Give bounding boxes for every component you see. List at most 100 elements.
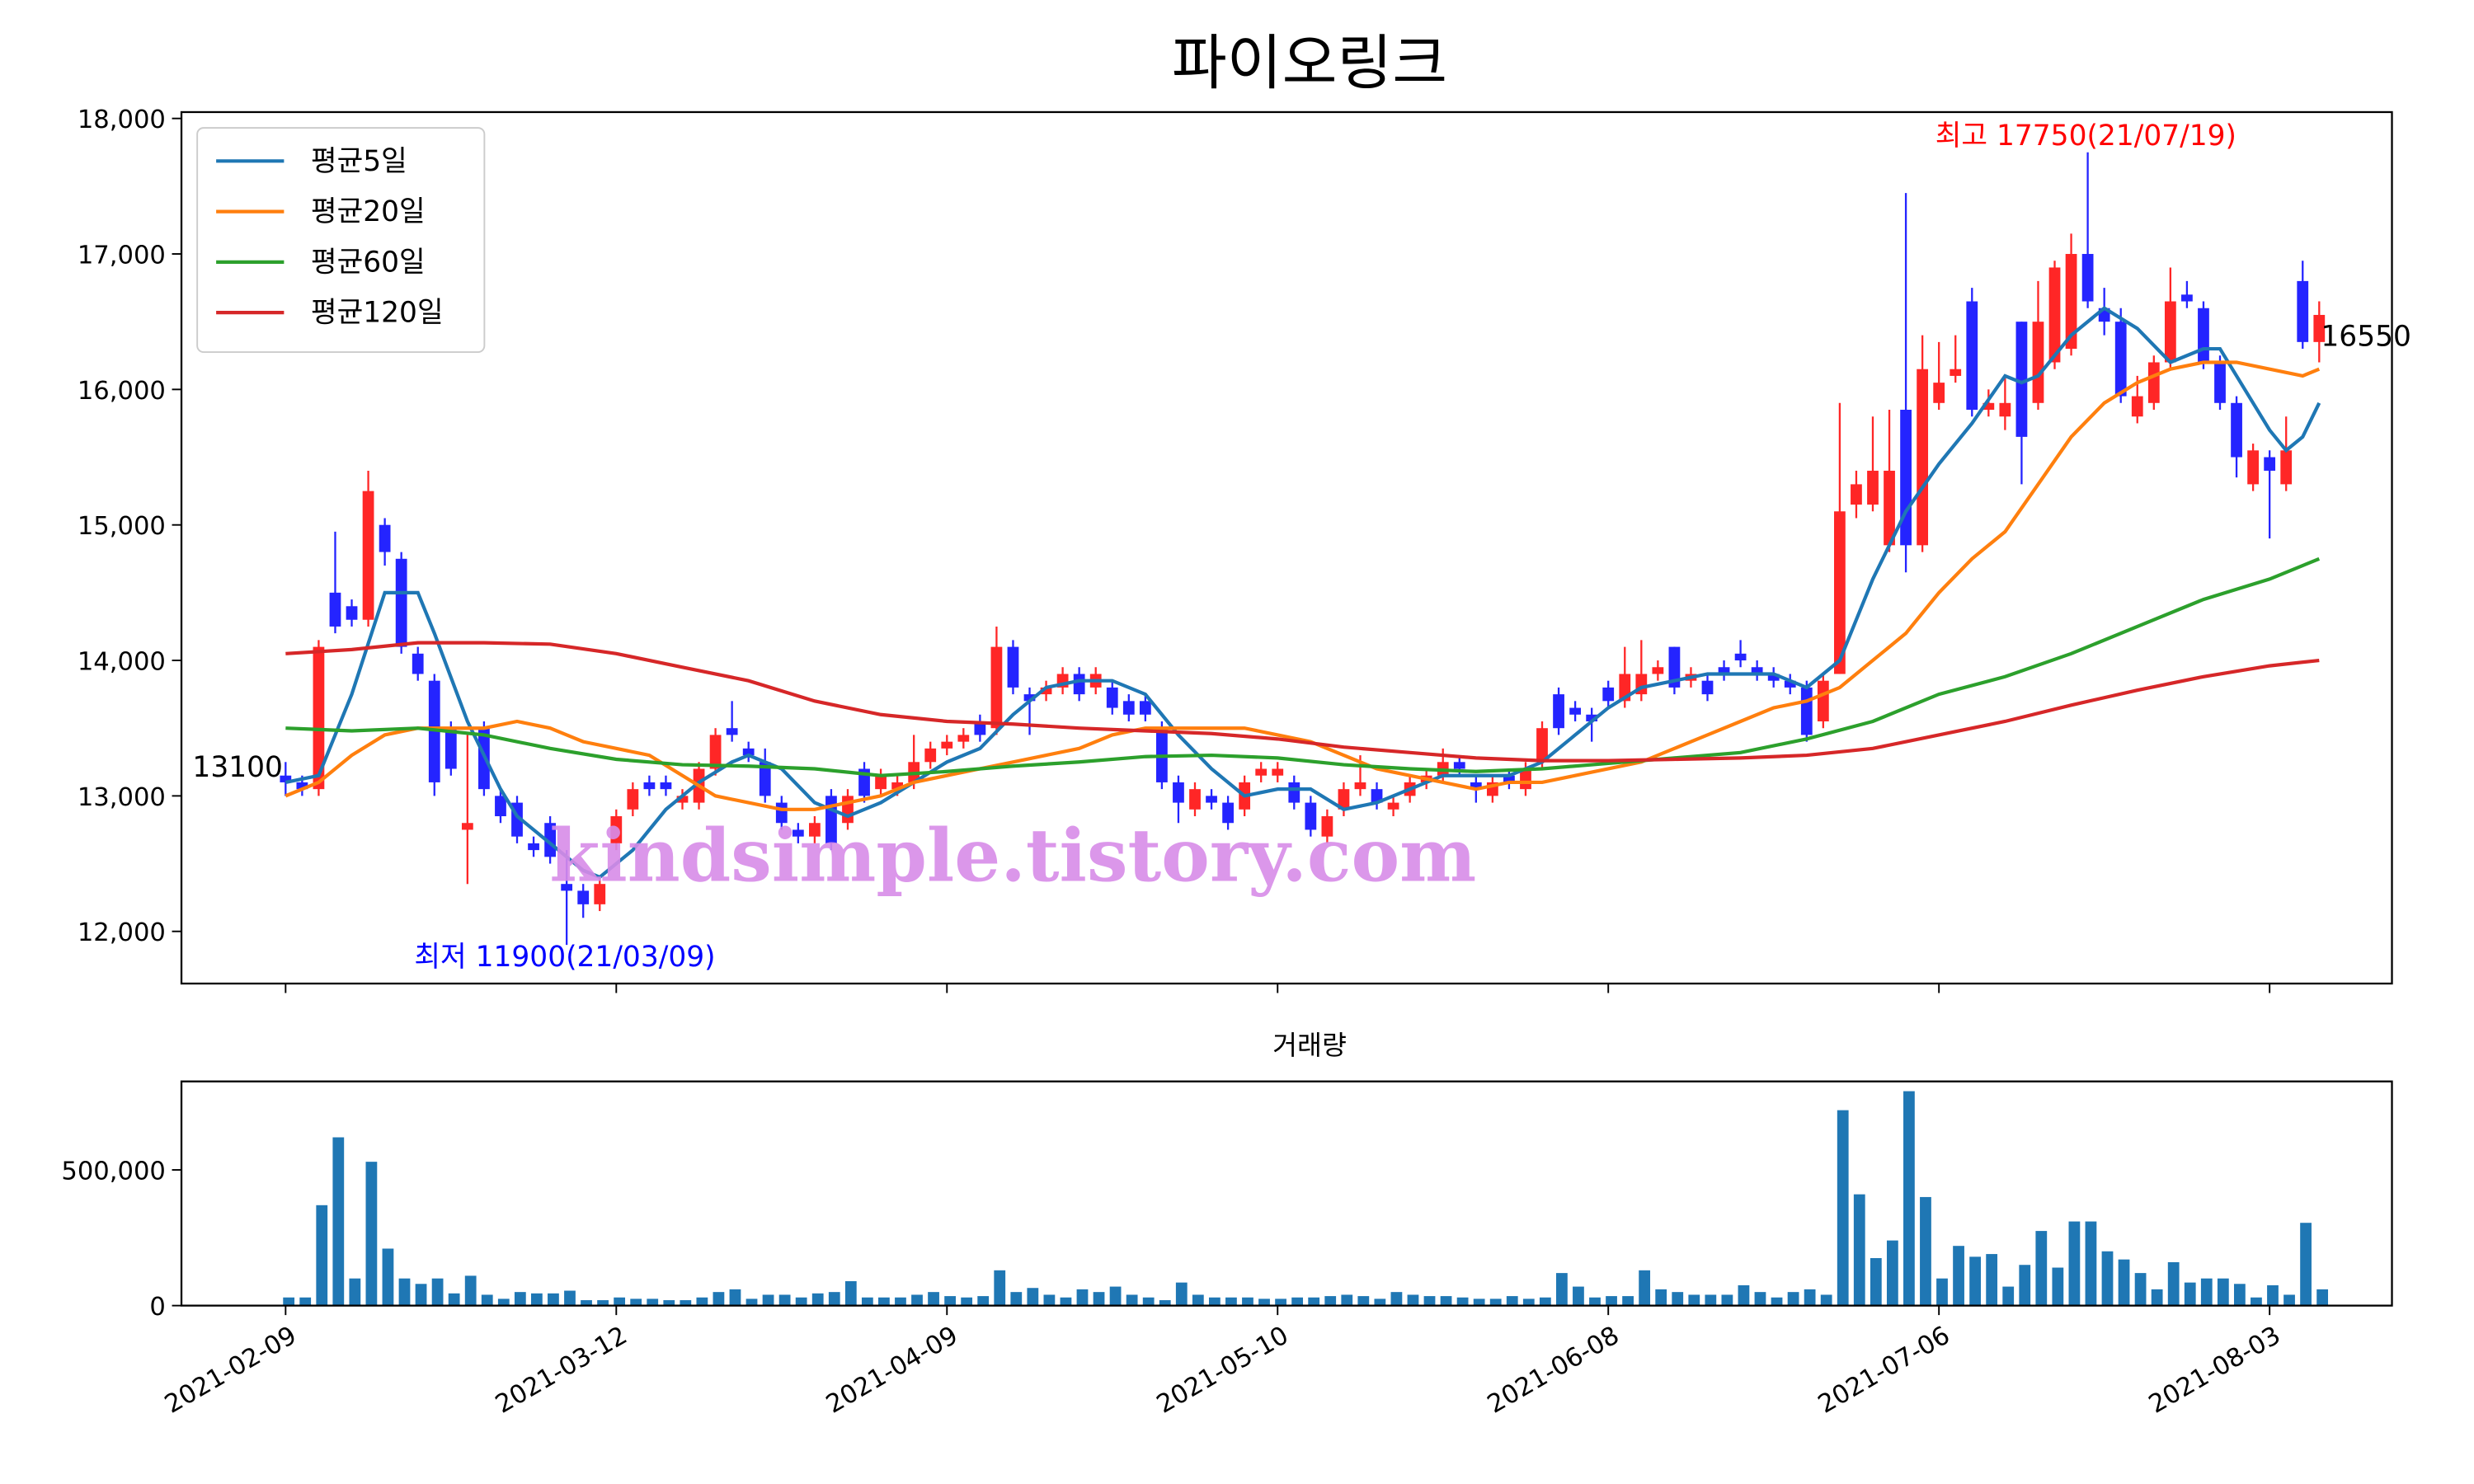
y-tick-label: 500,000 xyxy=(61,1157,166,1186)
volume-bar xyxy=(994,1270,1006,1306)
candle-body xyxy=(1288,782,1300,803)
candle-body xyxy=(1718,667,1730,674)
candle-body xyxy=(1569,707,1582,715)
volume-bar xyxy=(1390,1292,1403,1306)
candle-body xyxy=(594,884,606,904)
volume-bar xyxy=(382,1248,394,1306)
candle-body xyxy=(362,491,374,620)
candle-body xyxy=(1354,782,1366,790)
candle-body xyxy=(1453,762,1465,769)
volume-bar xyxy=(2316,1289,2329,1306)
chart-title: 파이오링크 xyxy=(1172,28,1447,98)
volume-bar xyxy=(861,1297,873,1306)
first-close-annotation: 13100 xyxy=(192,751,283,784)
volume-bar xyxy=(1886,1240,1898,1306)
volume-bar xyxy=(448,1293,460,1306)
volume-bar xyxy=(564,1290,576,1306)
volume-bar xyxy=(1606,1296,1617,1306)
volume-bar xyxy=(729,1289,741,1306)
candle-body xyxy=(676,796,689,803)
volume-bar xyxy=(2052,1267,2064,1306)
volume-bar xyxy=(2085,1221,2097,1306)
y-tick-label: 13,000 xyxy=(78,783,166,812)
volume-bar xyxy=(1705,1294,1717,1306)
volume-bar xyxy=(1341,1294,1353,1306)
volume-bar xyxy=(1208,1297,1221,1306)
legend-label: 평균5일 xyxy=(311,145,407,178)
candle-body xyxy=(1536,728,1548,763)
candle-body xyxy=(1884,470,1895,546)
volume-bar xyxy=(1456,1297,1469,1306)
volume-bar xyxy=(2200,1278,2213,1306)
volume-bar xyxy=(1920,1196,1931,1306)
volume-bar xyxy=(1258,1298,1270,1306)
volume-bar xyxy=(1573,1286,1584,1306)
candle-body xyxy=(759,762,771,796)
volume-bar xyxy=(1936,1278,1948,1306)
volume-bar xyxy=(1357,1296,1370,1306)
candle-body xyxy=(1966,301,1978,411)
volume-bar xyxy=(895,1297,906,1306)
candle-body xyxy=(990,646,1003,729)
candle-body xyxy=(709,735,722,769)
volume-bar xyxy=(696,1297,708,1306)
volume-bar xyxy=(1142,1297,1155,1306)
volume-bar xyxy=(514,1292,526,1306)
candle-body xyxy=(2297,280,2309,342)
volume-bar xyxy=(2251,1297,2262,1306)
volume-bar xyxy=(530,1293,543,1306)
volume-bar xyxy=(1787,1292,1799,1306)
candle-body xyxy=(1817,680,1829,721)
volume-bar xyxy=(2101,1251,2114,1306)
volume-bar xyxy=(349,1278,361,1306)
candle-body xyxy=(444,728,457,769)
volume-bar xyxy=(2068,1221,2081,1306)
volume-bar xyxy=(1489,1298,1502,1306)
volume-title: 거래량 xyxy=(1272,1030,1347,1061)
volume-bar xyxy=(1225,1297,1237,1306)
candle-body xyxy=(2015,322,2028,437)
candle-body xyxy=(1668,646,1681,688)
volume-bar xyxy=(811,1293,824,1306)
volume-bar xyxy=(415,1284,427,1306)
volume-bar xyxy=(2019,1265,2031,1306)
candle-body xyxy=(610,816,623,843)
volume-bar xyxy=(1639,1270,1651,1306)
volume-bar xyxy=(1721,1294,1733,1306)
candle-body xyxy=(2065,254,2077,350)
volume-bar xyxy=(365,1162,378,1306)
volume-bar xyxy=(1473,1298,1485,1306)
volume-bar xyxy=(944,1296,956,1306)
volume-bar xyxy=(283,1297,295,1306)
volume-bar xyxy=(878,1297,890,1306)
candle-body xyxy=(1900,410,1912,546)
volume-bar xyxy=(1076,1289,1089,1306)
legend-label: 평균20일 xyxy=(311,195,426,228)
candle-body xyxy=(1917,369,1929,546)
volume-bar xyxy=(762,1294,774,1306)
volume-bar xyxy=(977,1296,990,1306)
candle-body xyxy=(2214,362,2226,403)
volume-bar xyxy=(1159,1300,1171,1306)
volume-bar xyxy=(1010,1292,1023,1306)
volume-bar xyxy=(2002,1286,2015,1306)
volume-bar xyxy=(2134,1273,2147,1306)
candle-body xyxy=(329,592,341,627)
volume-bar xyxy=(1853,1194,1865,1306)
volume-bar xyxy=(1407,1294,1419,1306)
candle-body xyxy=(660,782,672,790)
y-tick-label: 18,000 xyxy=(78,106,166,134)
candle-body xyxy=(1999,402,2011,417)
volume-bar xyxy=(2184,1282,2196,1306)
volume-bar xyxy=(316,1205,328,1306)
volume-bar xyxy=(1953,1246,1964,1306)
volume-bar xyxy=(1688,1294,1700,1306)
candle-body xyxy=(1371,789,1383,803)
volume-bar xyxy=(844,1280,857,1306)
y-tick-label: 14,000 xyxy=(78,648,166,677)
volume-bar xyxy=(2267,1284,2279,1306)
candle-body xyxy=(2247,450,2259,485)
candle-body xyxy=(1553,694,1564,729)
volume-bar xyxy=(1820,1294,1832,1306)
